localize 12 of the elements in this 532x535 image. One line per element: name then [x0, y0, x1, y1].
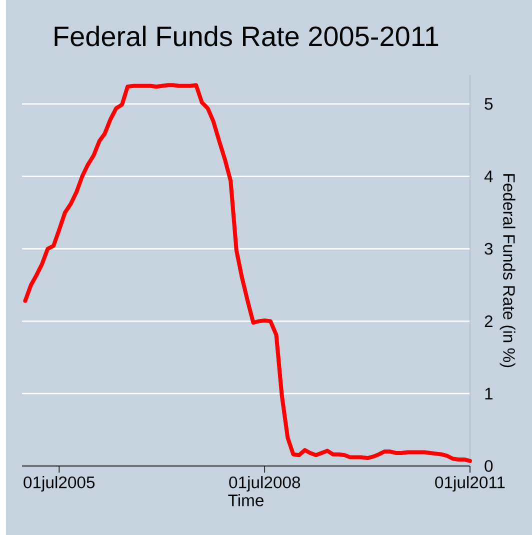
y-tick-label: 4 [484, 170, 493, 182]
x-tick-label: 01jul2011 [435, 476, 505, 492]
x-tick-label: 01jul2008 [229, 476, 300, 492]
y-tick-label: 1 [485, 388, 492, 400]
y-axis-title: Federal Funds Rate (in %) [500, 174, 516, 368]
x-tick-label: 01jul2005 [24, 476, 95, 492]
y-tick-label: 5 [484, 98, 493, 110]
y-tick-label: 0 [484, 460, 493, 472]
x-axis-title: Time [228, 494, 264, 506]
y-tick-label: 2 [484, 315, 492, 328]
y-tick-label: 3 [484, 242, 493, 255]
chart-title: Federal Funds Rate 2005-2011 [54, 26, 438, 46]
